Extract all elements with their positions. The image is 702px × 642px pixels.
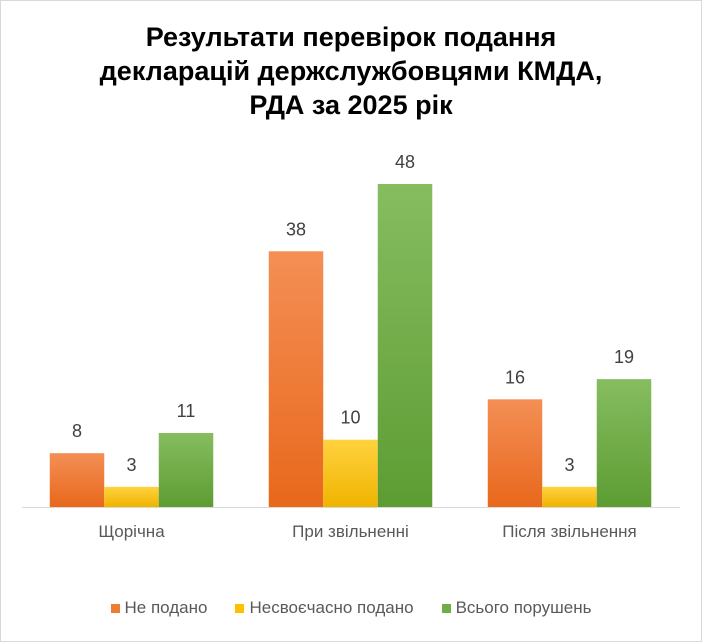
category-label: Щорічна	[98, 522, 165, 541]
legend-item-late: Несвоєчасно подано	[235, 598, 414, 618]
title-line-1: Результати перевірок подання	[145, 22, 557, 52]
data-label: 3	[126, 455, 136, 475]
legend: Не подано Несвоєчасно подано Всього пору…	[0, 598, 702, 618]
title-line-3: РДА за 2025 рік	[249, 90, 453, 120]
category-label: Після звільнення	[502, 522, 637, 541]
legend-swatch	[110, 603, 120, 613]
data-label: 19	[614, 347, 634, 367]
legend-label: Всього порушень	[455, 598, 592, 617]
bar-1-1	[323, 439, 378, 507]
data-label: 10	[340, 408, 360, 428]
legend-item-total: Всього порушень	[441, 598, 592, 618]
data-label: 16	[505, 367, 525, 387]
bar-1-2	[377, 184, 433, 507]
bar-2-1	[542, 486, 597, 507]
bar-1-0	[268, 251, 324, 507]
data-label: 38	[286, 219, 306, 239]
legend-item-not-submitted: Не подано	[110, 598, 208, 618]
data-label: 48	[395, 152, 415, 172]
legend-label: Не подано	[124, 598, 208, 617]
legend-label: Несвоєчасно подано	[249, 598, 414, 617]
bar-0-0	[49, 453, 105, 507]
data-label: 8	[72, 421, 82, 441]
bar-0-2	[158, 432, 214, 507]
legend-swatch	[235, 603, 245, 613]
data-label: 3	[564, 455, 574, 475]
chart-title: Результати перевірок подання декларацій …	[0, 20, 702, 122]
bar-2-0	[487, 399, 543, 507]
legend-swatch	[441, 603, 451, 613]
title-line-2: декларацій держслужбовцями КМДА,	[99, 56, 603, 86]
category-label: При звільненні	[292, 522, 409, 541]
data-label: 11	[177, 401, 196, 421]
bar-0-1	[104, 486, 159, 507]
bar-2-2	[596, 379, 652, 507]
